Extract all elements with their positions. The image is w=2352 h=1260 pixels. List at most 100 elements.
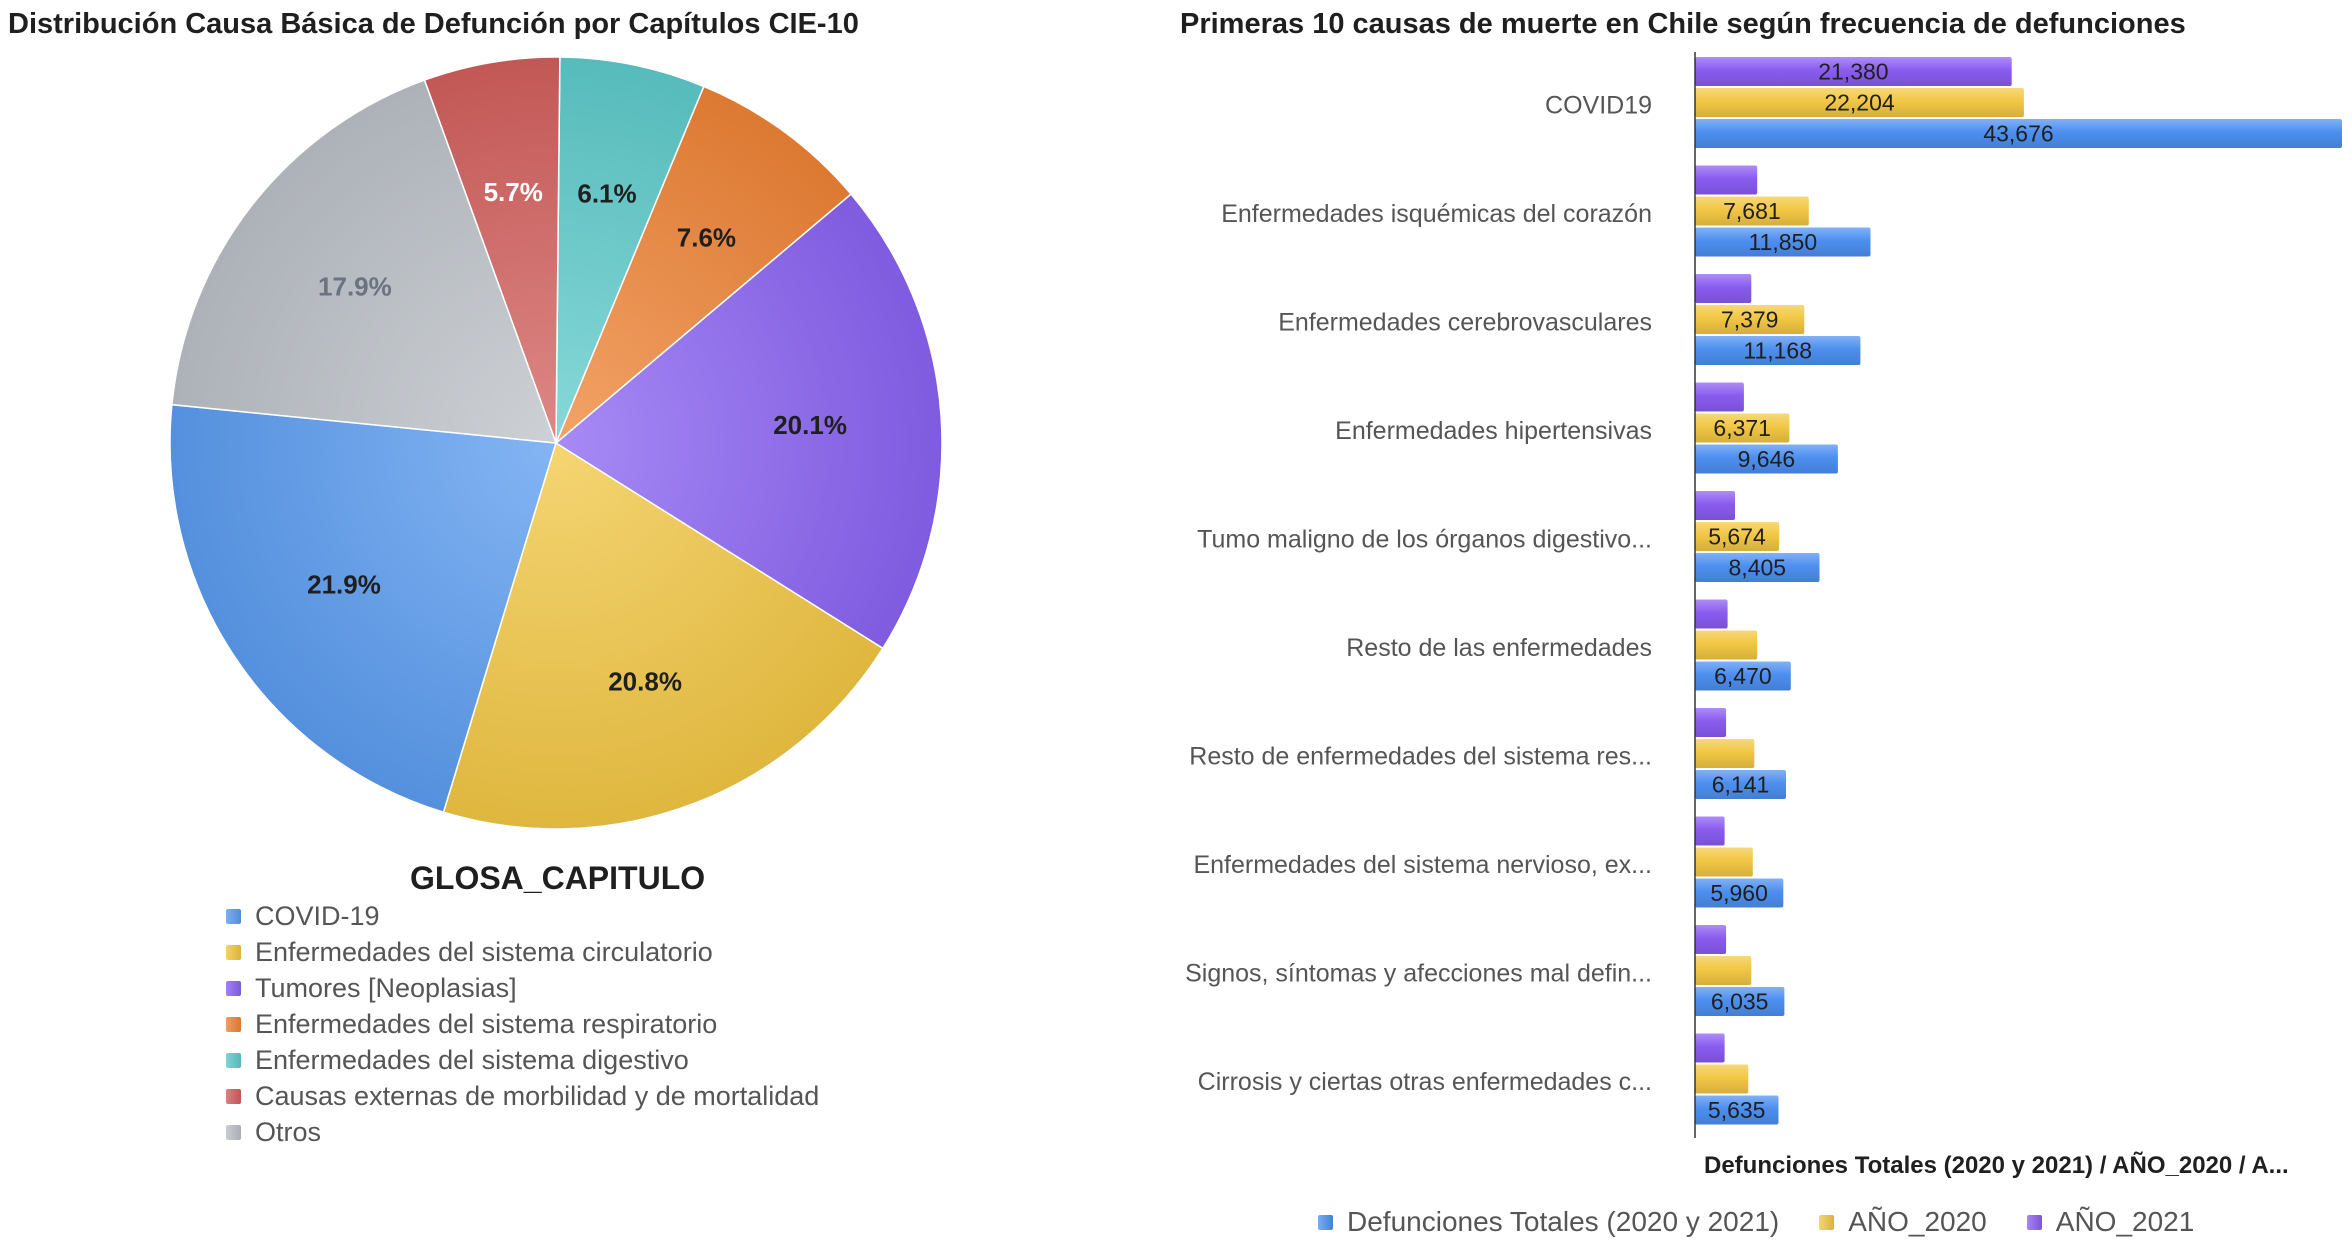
bar-ano-2021-2[interactable] [1695,165,1758,195]
bar-ano-2021-5[interactable] [1695,491,1735,520]
bar-value-label: 6,035 [1711,989,1769,1015]
pie-slice-label-covid-19: 21.9% [307,569,381,599]
bar-value-label: 7,681 [1723,198,1781,224]
bar-value-label: 6,470 [1714,663,1772,689]
bar-value-label: 11,168 [1743,338,1812,364]
bar-category-label: Tumo maligno de los órganos digestivo... [1197,526,1652,554]
bar-ano-2020-10[interactable] [1695,1064,1749,1094]
bar-category-label: Enfermedades hipertensivas [1335,417,1652,445]
legend-swatch [226,1124,241,1140]
pie-legend-item-tumores-neoplasias[interactable]: Tumores [Neoplasias] [226,970,819,1006]
pie-slice-label-enfermedades-del-sistema-respiratorio: 7.6% [677,222,736,252]
legend-label: Defunciones Totales (2020 y 2021) [1347,1206,1780,1237]
pie-legend: COVID-19 Enfermedades del sistema circula… [226,898,819,1150]
legend-label: Enfermedades del sistema circulatorio [255,936,713,967]
pie-chart-title: Distribución Causa Básica de Defunción p… [8,8,859,40]
pie-chart: 21.9% 20.8% 20.1% 7.6% 6.1% 5.7% 17.9% [169,56,943,830]
bar-ano-2021-8[interactable] [1695,816,1725,846]
pie-slice-enfermedades-del-sistema-respiratorio [555,85,853,444]
bar-category-label: Cirrosis y ciertas otras enfermedades c.… [1198,1068,1652,1096]
pie-legend-item-causas-externas-de-morbilidad-y-de-mortalidad[interactable]: Causas externas de morbilidad y de morta… [226,1078,819,1114]
bar-ano-2020-9[interactable] [1695,956,1752,985]
legend-label: COVID-19 [255,900,380,931]
legend-swatch [226,1088,241,1104]
bar-ano-2020-4[interactable] [1695,413,1790,443]
bar-ano-2021-3[interactable] [1695,274,1752,303]
legend-swatch [1318,1214,1333,1230]
legend-label: AÑO_2020 [1848,1206,1987,1237]
bar-defunciones-totales-2020-y-2021-3[interactable] [1695,336,1861,365]
bar-chart-title: Primeras 10 causas de muerte en Chile se… [1180,8,2186,40]
bar-value-label: 5,635 [1708,1097,1766,1123]
bar-ano-2021-10[interactable] [1695,1033,1725,1063]
bar-value-label: 22,204 [1824,90,1895,116]
legend-swatch [1819,1214,1835,1230]
pie-slice-enfermedades-del-sistema-digestivo [555,56,705,444]
pie-slice-label-causas-externas-de-morbilidad-y-de-mortalidad: 5.7% [484,177,543,207]
pie-legend-item-otros[interactable]: Otros [226,1114,819,1150]
pie-slice-label-enfermedades-del-sistema-circulatorio: 20.8% [608,667,682,697]
bar-defunciones-totales-2020-y-2021-10[interactable] [1695,1095,1779,1125]
pie-legend-item-enfermedades-del-sistema-digestivo[interactable]: Enfermedades del sistema digestivo [226,1042,819,1078]
bar-category-label: Resto de las enfermedades [1346,634,1652,662]
bar-value-label: 21,380 [1818,59,1888,85]
bar-value-label: 5,960 [1710,880,1768,906]
bar-category-label: Enfermedades cerebrovasculares [1278,309,1652,337]
legend-label: Enfermedades del sistema respiratorio [255,1008,718,1039]
bar-ano-2021-9[interactable] [1695,925,1727,954]
legend-swatch [226,1016,241,1032]
bar-ano-2020-5[interactable] [1695,522,1780,551]
bar-defunciones-totales-2020-y-2021-4[interactable] [1695,444,1838,474]
bar-defunciones-totales-2020-y-2021-8[interactable] [1695,878,1784,908]
legend-swatch [226,944,241,960]
bar-chart: 21,380 22,204 43,676 COVID19 7,681 11,850 Enfe… [1185,52,2342,1138]
legend-swatch [226,980,241,996]
bar-ano-2021-6[interactable] [1695,599,1728,629]
pie-slice-otros [171,79,558,444]
bar-defunciones-totales-2020-y-2021-9[interactable] [1695,987,1785,1016]
bar-ano-2020-7[interactable] [1695,739,1755,768]
legend-swatch [2026,1214,2042,1230]
legend-swatch [226,908,241,924]
bar-defunciones-totales-2020-y-2021-7[interactable] [1695,770,1786,799]
bar-ano-2021-1[interactable] [1695,57,2012,86]
bar-ano-2020-8[interactable] [1695,847,1753,877]
pie-slice-label-tumores-neoplasias: 20.1% [773,410,847,440]
bar-defunciones-totales-2020-y-2021-6[interactable] [1695,661,1791,691]
bar-ano-2020-6[interactable] [1695,630,1758,660]
legend-label: Otros [255,1116,322,1147]
bar-defunciones-totales-2020-y-2021-1[interactable] [1695,119,2342,148]
legend-label: AÑO_2021 [2055,1206,2195,1237]
bar-category-label: Signos, síntomas y afecciones mal defin.… [1185,960,1652,988]
bar-x-axis-title: Defunciones Totales (2020 y 2021) / AÑO_… [1704,1152,2289,1179]
bar-value-label: 43,676 [1983,121,2053,147]
pie-slice-label-otros: 17.9% [318,272,392,302]
bar-ano-2021-7[interactable] [1695,708,1727,737]
bar-category-label: COVID19 [1545,92,1652,120]
legend-label: Causas externas de morbilidad y de morta… [255,1080,820,1111]
pie-legend-item-enfermedades-del-sistema-respiratorio[interactable]: Enfermedades del sistema respiratorio [226,1006,819,1042]
pie-legend-item-covid-19[interactable]: COVID-19 [226,898,819,934]
pie-slice-causas-externas-de-morbilidad-y-de-mortalidad [423,56,561,444]
bar-legend-item-ano-2021[interactable]: AÑO_2021 [2026,1206,2195,1238]
bar-category-label: Enfermedades isquémicas del corazón [1221,200,1652,228]
pie-legend-title: GLOSA_CAPITULO [410,860,706,896]
pie-legend-item-enfermedades-del-sistema-circulatorio[interactable]: Enfermedades del sistema circulatorio [226,934,819,970]
bar-value-label: 9,646 [1738,446,1796,472]
pie-slice-tumores-neoplasias [554,193,943,650]
legend-label: Enfermedades del sistema digestivo [255,1044,689,1075]
bar-defunciones-totales-2020-y-2021-5[interactable] [1695,553,1820,582]
bar-category-label: Enfermedades del sistema nervioso, ex... [1193,851,1652,879]
bar-ano-2020-1[interactable] [1695,88,2024,117]
bar-category-label: Resto de enfermedades del sistema res... [1189,743,1652,771]
bar-value-label: 6,371 [1713,415,1771,441]
pie-slice-covid-19 [169,403,557,814]
bar-ano-2021-4[interactable] [1695,382,1744,412]
bar-ano-2020-2[interactable] [1695,196,1809,226]
bar-legend-item-ano-2020[interactable]: AÑO_2020 [1819,1206,1987,1238]
bar-defunciones-totales-2020-y-2021-2[interactable] [1695,227,1871,257]
bar-ano-2020-3[interactable] [1695,305,1805,334]
pie-slice-enfermedades-del-sistema-circulatorio [442,441,884,830]
bar-legend-item-defunciones-totales-2020-y-2021[interactable]: Defunciones Totales (2020 y 2021) [1318,1206,1779,1238]
